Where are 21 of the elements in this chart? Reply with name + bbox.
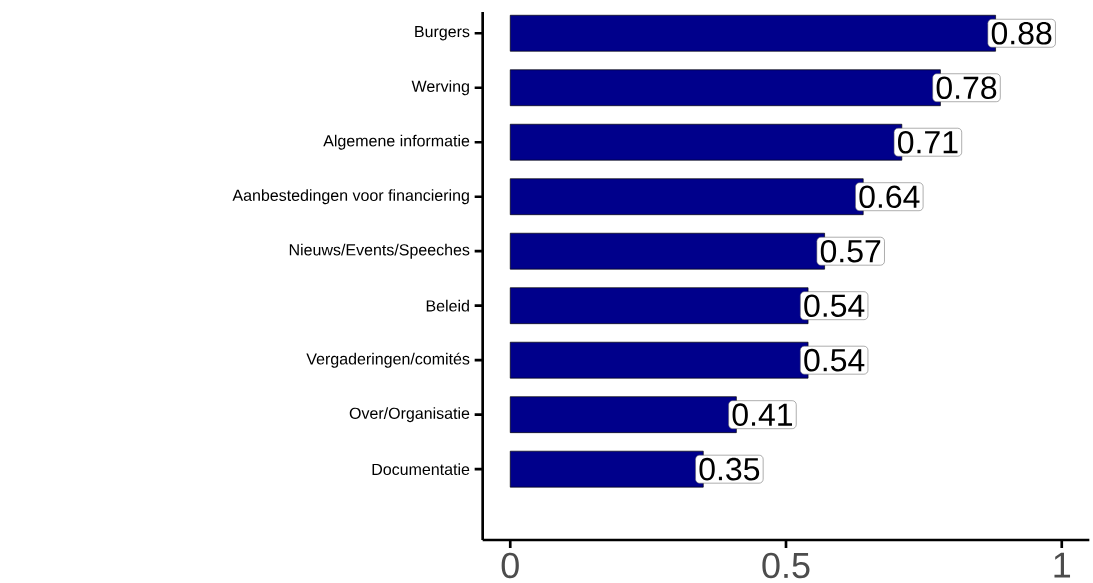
x-tick-label: 0.5: [762, 552, 810, 579]
x-tick-label: 0: [501, 552, 519, 579]
y-tick-label: Nieuws/Events/Speeches: [289, 243, 470, 259]
data-label: 0.57: [820, 240, 881, 263]
data-label: 0.41: [732, 403, 793, 427]
data-label: 0.78: [936, 76, 997, 100]
data-label: 0.64: [859, 185, 920, 209]
y-tick-label: Vergaderingen/comités: [306, 352, 470, 368]
x-tick-label: 1: [1054, 552, 1071, 578]
data-label: 0.71: [898, 131, 958, 154]
data-label: 0.35: [699, 458, 760, 481]
data-label: 0.54: [804, 349, 865, 372]
data-label: 0.88: [991, 22, 1052, 45]
y-tick-label: Beleid: [426, 300, 469, 312]
data-label: 0.54: [804, 294, 865, 318]
y-tick-label: Algemene informatie: [323, 134, 470, 150]
y-tick-label: Burgers: [415, 26, 470, 41]
y-tick-label: Documentatie: [372, 463, 470, 476]
y-tick-label: Aanbestedingen voor financiering: [232, 189, 469, 205]
y-tick-label: Over/Organisatie: [349, 407, 470, 423]
y-tick-label: Werving: [411, 80, 469, 96]
